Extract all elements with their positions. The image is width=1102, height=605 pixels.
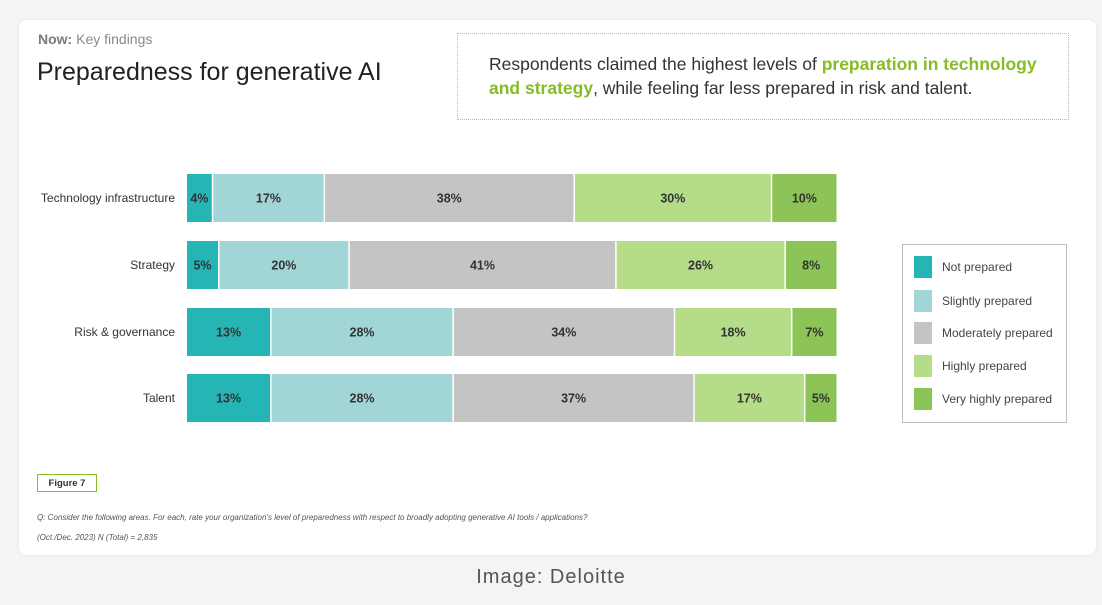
legend-label: Moderately prepared — [942, 326, 1053, 340]
data-label-strategy-slightly-prepared: 20% — [271, 259, 296, 273]
legend-label: Not prepared — [942, 260, 1013, 274]
figure-label: Figure 7 — [37, 474, 97, 492]
data-label-strategy-very-highly-prepared: 8% — [802, 259, 820, 273]
callout-text-after: , while feeling far less prepared in ris… — [593, 78, 973, 98]
legend-swatch — [914, 322, 932, 344]
data-label-talent-not-prepared: 13% — [216, 392, 241, 406]
bar-segment-talent-highly-prepared — [694, 374, 804, 422]
chart-legend: Not prepared Slightly prepared Moderately … — [902, 244, 1067, 423]
data-label-risk-governance-moderately-prepared: 34% — [551, 326, 576, 340]
category-label-risk-governance: Risk & governance — [74, 325, 175, 339]
bar-segment-risk-governance-very-highly-prepared — [792, 308, 837, 356]
bar-segment-strategy-slightly-prepared — [219, 241, 349, 289]
legend-item-very-highly-prepared: Very highly prepared — [914, 388, 1052, 410]
chart-title: Preparedness for generative AI — [37, 58, 382, 86]
bar-segment-talent-slightly-prepared — [271, 374, 453, 422]
legend-swatch — [914, 388, 932, 410]
bar-segment-technology-infrastructure-slightly-prepared — [213, 174, 324, 222]
bar-segment-talent-not-prepared — [187, 374, 271, 422]
data-label-technology-infrastructure-not-prepared: 4% — [190, 192, 208, 206]
data-label-technology-infrastructure-slightly-prepared: 17% — [256, 192, 281, 206]
legend-label: Very highly prepared — [942, 392, 1053, 406]
data-label-technology-infrastructure-very-highly-prepared: 10% — [792, 192, 817, 206]
data-label-strategy-moderately-prepared: 41% — [470, 259, 495, 273]
category-label-strategy: Strategy — [130, 258, 175, 272]
data-label-talent-very-highly-prepared: 5% — [812, 392, 830, 406]
eyebrow-bold: Now: — [38, 31, 73, 47]
legend-item-not-prepared: Not prepared — [914, 256, 1012, 278]
legend-swatch — [914, 355, 932, 377]
data-label-strategy-not-prepared: 5% — [193, 259, 211, 273]
data-label-talent-moderately-prepared: 37% — [561, 392, 586, 406]
legend-item-highly-prepared: Highly prepared — [914, 355, 1027, 377]
bar-segment-talent-moderately-prepared — [453, 374, 694, 422]
bar-segment-risk-governance-moderately-prepared — [453, 308, 674, 356]
sample-size-note: (Oct./Dec. 2023) N (Total) = 2,835 — [37, 533, 158, 542]
data-label-technology-infrastructure-highly-prepared: 30% — [660, 192, 685, 206]
bar-segment-risk-governance-not-prepared — [187, 308, 271, 356]
section-eyebrow: Now: Key findings — [38, 31, 152, 47]
image-credit: Image: Deloitte — [476, 566, 626, 588]
data-label-talent-highly-prepared: 17% — [737, 392, 762, 406]
legend-item-moderately-prepared: Moderately prepared — [914, 322, 1053, 344]
bar-segment-technology-infrastructure-not-prepared — [187, 174, 212, 222]
legend-swatch — [914, 256, 932, 278]
data-label-risk-governance-very-highly-prepared: 7% — [805, 326, 823, 340]
data-label-talent-slightly-prepared: 28% — [350, 392, 375, 406]
bar-segment-risk-governance-highly-prepared — [675, 308, 791, 356]
bar-segment-technology-infrastructure-very-highly-prepared — [772, 174, 837, 222]
legend-label: Highly prepared — [942, 359, 1027, 373]
data-label-strategy-highly-prepared: 26% — [688, 259, 713, 273]
callout-highlight: preparation in technology and strategy — [489, 54, 1037, 98]
bar-segment-technology-infrastructure-highly-prepared — [574, 174, 771, 222]
key-finding-callout: Respondents claimed the highest levels o… — [457, 33, 1069, 120]
bar-segment-strategy-not-prepared — [187, 241, 219, 289]
category-label-talent: Talent — [143, 391, 176, 405]
legend-swatch — [914, 290, 932, 312]
bar-segment-risk-governance-slightly-prepared — [271, 308, 453, 356]
bar-segment-technology-infrastructure-moderately-prepared — [325, 174, 574, 222]
bar-segment-strategy-highly-prepared — [616, 241, 785, 289]
data-label-risk-governance-slightly-prepared: 28% — [350, 326, 375, 340]
callout-text-before: Respondents claimed the highest levels o… — [489, 54, 822, 74]
survey-question-note: Q: Consider the following areas. For eac… — [37, 513, 588, 522]
bar-segment-talent-very-highly-prepared — [805, 374, 837, 422]
eyebrow-text: Key findings — [72, 31, 153, 47]
category-label-technology-infrastructure: Technology infrastructure — [41, 191, 175, 205]
data-label-technology-infrastructure-moderately-prepared: 38% — [437, 192, 462, 206]
legend-label: Slightly prepared — [942, 294, 1033, 308]
data-label-risk-governance-highly-prepared: 18% — [721, 326, 746, 340]
data-label-risk-governance-not-prepared: 13% — [216, 326, 241, 340]
bar-segment-strategy-moderately-prepared — [349, 241, 616, 289]
bar-segment-strategy-very-highly-prepared — [785, 241, 837, 289]
legend-item-slightly-prepared: Slightly prepared — [914, 290, 1032, 312]
